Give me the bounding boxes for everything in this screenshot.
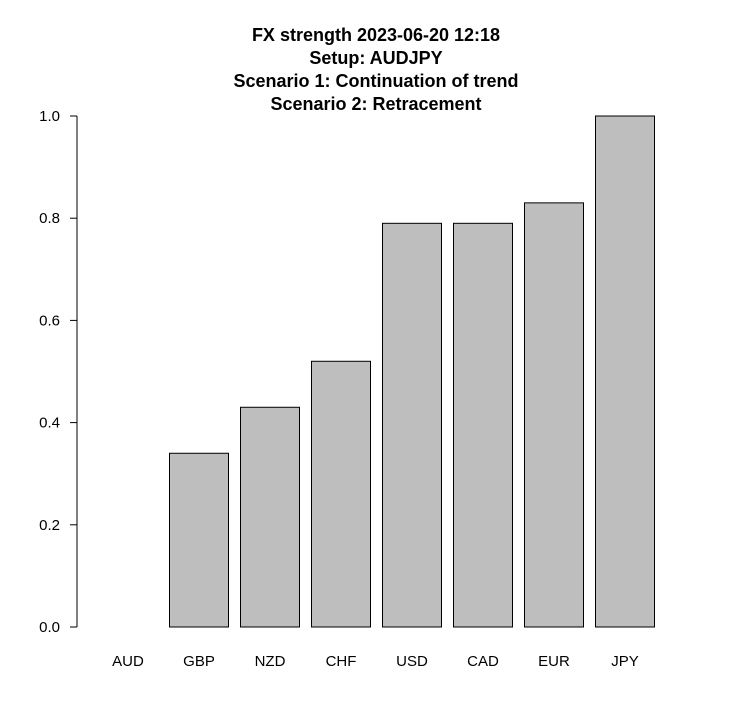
chart-title-line: Setup: AUDJPY (309, 48, 442, 68)
x-tick-label: USD (396, 653, 428, 670)
x-tick-label: CHF (326, 653, 357, 670)
chart-title-line: FX strength 2023-06-20 12:18 (252, 25, 500, 45)
y-tick-label: 0.0 (39, 619, 60, 636)
x-tick-label: AUD (112, 653, 144, 670)
bar-chf (311, 360, 371, 628)
x-tick-label: NZD (255, 653, 286, 670)
bar-eur (524, 202, 584, 628)
chart-title-line: Scenario 2: Retracement (270, 94, 481, 114)
x-tick-label: GBP (183, 653, 215, 670)
x-tick-label: EUR (538, 653, 570, 670)
bar-usd (382, 222, 442, 628)
bar-jpy (595, 115, 655, 628)
bar-gbp (169, 452, 229, 628)
y-tick-label: 0.4 (39, 415, 60, 432)
chart-title-line: Scenario 1: Continuation of trend (233, 71, 518, 91)
y-tick-label: 0.6 (39, 312, 60, 329)
y-tick-label: 0.2 (39, 517, 60, 534)
y-axis: 0.0 0.2 0.4 0.6 0.8 1.0 (39, 108, 78, 636)
y-tick-label: 0.8 (39, 210, 60, 227)
bar-nzd (240, 406, 300, 628)
x-tick-label: CAD (467, 653, 499, 670)
bars-group (169, 115, 655, 628)
x-tick-label: JPY (611, 653, 639, 670)
bar-cad (453, 222, 513, 628)
x-axis-labels: AUD GBP NZD CHF USD CAD EUR JPY (112, 653, 639, 670)
y-tick-label: 1.0 (39, 108, 60, 125)
chart-title: FX strength 2023-06-20 12:18 Setup: AUDJP… (233, 25, 518, 114)
